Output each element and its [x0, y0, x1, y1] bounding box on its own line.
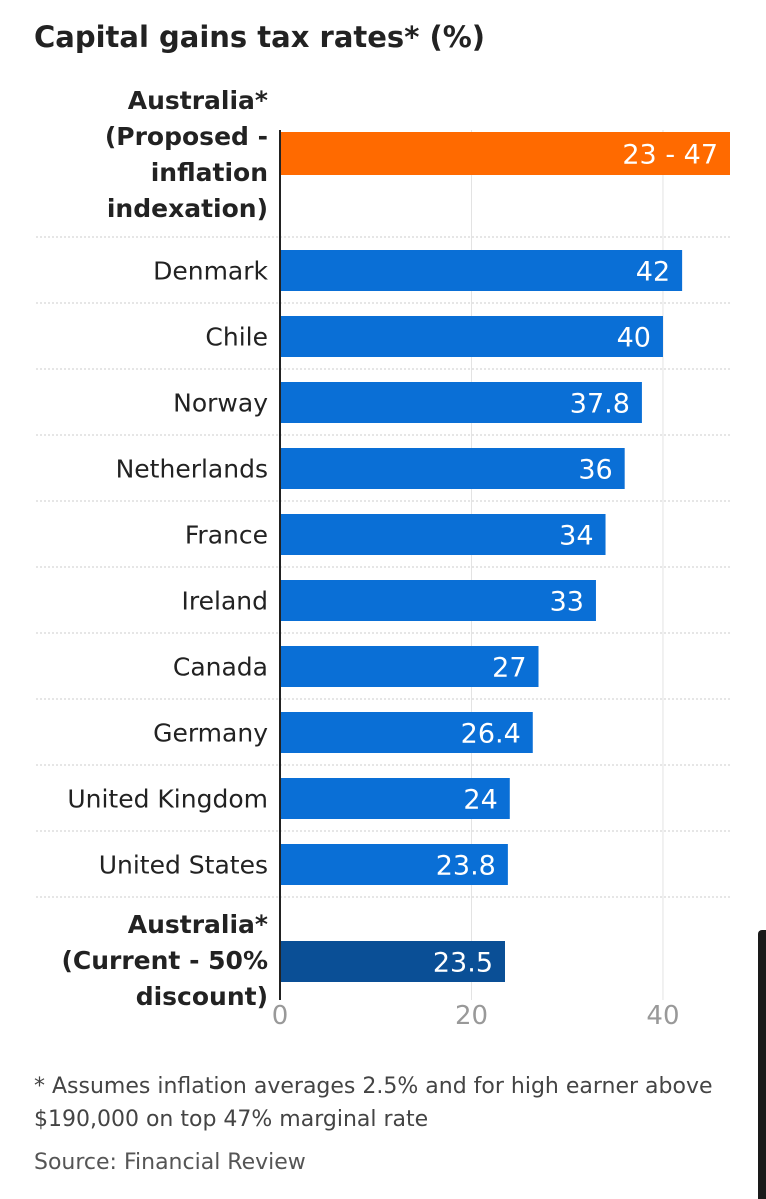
chart-title: Capital gains tax rates* (%) — [34, 20, 486, 54]
bar — [280, 448, 625, 489]
bar-value-label: 23.8 — [436, 851, 496, 882]
bar — [280, 844, 508, 885]
bar-value-label: 36 — [578, 455, 612, 486]
category-label: Netherlands — [116, 455, 268, 484]
bar-value-label: 23 - 47 — [622, 140, 718, 171]
category-label: (Current - 50% — [61, 946, 268, 975]
footnote: * Assumes inflation averages 2.5% and fo… — [34, 1074, 713, 1132]
bar-value-label: 33 — [550, 587, 584, 618]
bar — [280, 778, 510, 819]
bar-value-label: 37.8 — [570, 389, 630, 420]
category-label: discount) — [136, 982, 268, 1011]
category-label: Ireland — [182, 587, 268, 616]
bar — [280, 712, 533, 753]
category-label: (Proposed - — [105, 122, 268, 151]
bar — [280, 941, 505, 982]
bar-value-label: 34 — [559, 521, 593, 552]
bar-value-label: 24 — [463, 785, 497, 816]
category-label: United States — [99, 851, 268, 880]
category-label: inflation — [151, 158, 268, 187]
bar — [280, 316, 663, 357]
x-tick-label: 0 — [272, 1001, 289, 1031]
category-label: Australia* — [128, 910, 268, 939]
bar — [280, 646, 539, 687]
category-label: Chile — [205, 323, 268, 352]
bar — [280, 514, 606, 555]
bar-chart: 23 - 47 Australia* (Proposed - inflation ind… — [36, 86, 730, 1031]
x-tick-label: 40 — [646, 1001, 679, 1031]
bar-value-label: 42 — [636, 257, 670, 288]
category-label: indexation) — [107, 194, 268, 223]
category-label: Australia* — [128, 86, 268, 115]
screen-edge — [758, 930, 766, 1199]
bar-value-label: 27 — [492, 653, 526, 684]
bar-value-label: 26.4 — [461, 719, 521, 750]
bar — [280, 382, 642, 423]
category-label: Denmark — [153, 257, 268, 286]
bar — [280, 250, 683, 291]
category-label: Germany — [153, 719, 268, 748]
bar-value-label: 23.5 — [433, 948, 493, 979]
bar — [280, 132, 730, 175]
category-label: Norway — [173, 389, 268, 418]
category-label: France — [185, 521, 268, 550]
category-label: United Kingdom — [67, 785, 268, 814]
source-note: Source: Financial Review — [34, 1150, 306, 1175]
bar-value-label: 40 — [617, 323, 651, 354]
x-tick-label: 20 — [455, 1001, 488, 1031]
category-label: Canada — [173, 653, 268, 682]
bar — [280, 580, 596, 621]
